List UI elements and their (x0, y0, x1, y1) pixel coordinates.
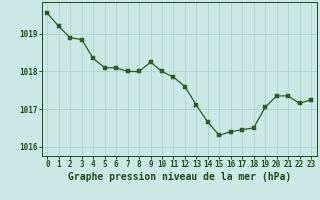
X-axis label: Graphe pression niveau de la mer (hPa): Graphe pression niveau de la mer (hPa) (68, 172, 291, 182)
